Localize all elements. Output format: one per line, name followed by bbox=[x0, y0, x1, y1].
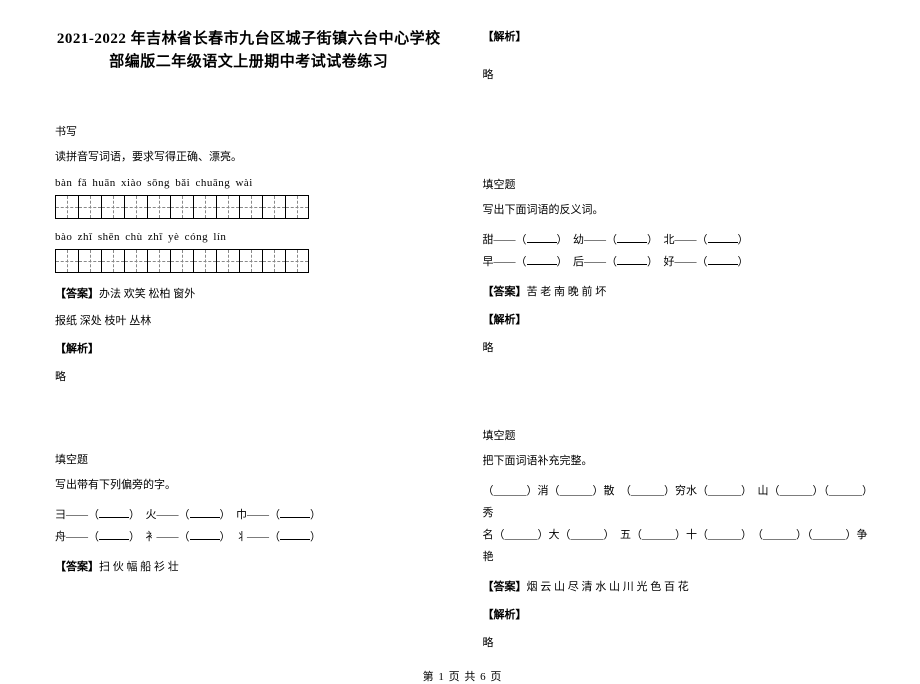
blank bbox=[190, 506, 220, 518]
section-4-line-2: 名（______）大（______） 五（______）十（______） （_… bbox=[483, 524, 871, 568]
page-footer: 第 1 页 共 6 页 bbox=[55, 662, 870, 684]
section-3-line-1: 甜——（） 幼——（） 北——（） bbox=[483, 229, 871, 251]
answer-label: 【答案】 bbox=[483, 286, 527, 298]
title-line-2: 部编版二年级语文上册期中考试试卷练习 bbox=[55, 51, 443, 74]
blank bbox=[617, 231, 647, 243]
grid-cell bbox=[147, 195, 171, 219]
section-2-line-2: 舟——（） 衤——（） 丬——（） bbox=[55, 526, 443, 548]
jiexi-label-4: 【解析】 bbox=[483, 606, 871, 626]
grid-cell bbox=[262, 195, 286, 219]
grid-cell bbox=[216, 249, 240, 273]
answer-text: 办法 欢笑 松柏 窗外 bbox=[99, 288, 195, 300]
blank bbox=[99, 528, 129, 540]
answer-label: 【答案】 bbox=[483, 581, 527, 593]
section-4-instruction: 把下面词语补充完整。 bbox=[483, 453, 871, 471]
blank bbox=[527, 231, 557, 243]
section-1-label: 书写 bbox=[55, 123, 443, 139]
grid-cell bbox=[262, 249, 286, 273]
blank bbox=[708, 253, 738, 265]
section-3-answer: 【答案】苦 老 南 晚 前 坏 bbox=[483, 283, 871, 303]
blank bbox=[527, 253, 557, 265]
jiexi-label-1: 【解析】 bbox=[55, 340, 443, 360]
grid-cell bbox=[78, 249, 102, 273]
section-1-answer-2: 报纸 深处 枝叶 丛林 bbox=[55, 312, 443, 332]
blank bbox=[190, 528, 220, 540]
right-column: 【解析】 略 填空题 写出下面词语的反义词。 甜——（） 幼——（） 北——（）… bbox=[483, 28, 871, 662]
section-4-line-1: （______）消（______）散 （______）穷水（______） 山（… bbox=[483, 480, 871, 524]
section-3-instruction: 写出下面词语的反义词。 bbox=[483, 202, 871, 220]
blank bbox=[99, 506, 129, 518]
pinyin-row-2: bào zhǐ shēn chù zhī yè cóng lín bbox=[55, 231, 443, 243]
answer-label: 【答案】 bbox=[55, 561, 99, 573]
grid-cell bbox=[101, 195, 125, 219]
lue-1: 略 bbox=[55, 368, 443, 388]
grid-cell bbox=[170, 195, 194, 219]
jiexi-top: 【解析】 bbox=[483, 28, 871, 48]
grid-cell bbox=[216, 195, 240, 219]
section-1-instruction: 读拼音写词语，要求写得正确、漂亮。 bbox=[55, 149, 443, 167]
section-2-instruction: 写出带有下列偏旁的字。 bbox=[55, 477, 443, 495]
grid-cell bbox=[170, 249, 194, 273]
section-4-answer: 【答案】烟 云 山 尽 清 水 山 川 光 色 百 花 bbox=[483, 578, 871, 598]
grid-cell bbox=[124, 195, 148, 219]
lue-3: 略 bbox=[483, 339, 871, 359]
grid-row-2 bbox=[55, 249, 443, 273]
blank bbox=[708, 231, 738, 243]
grid-cell bbox=[147, 249, 171, 273]
grid-cell bbox=[239, 195, 263, 219]
title-line-1: 2021-2022 年吉林省长春市九台区城子街镇六台中心学校 bbox=[55, 28, 443, 51]
grid-cell bbox=[101, 249, 125, 273]
section-2-line-1: 彐——（） 火——（） 巾——（） bbox=[55, 504, 443, 526]
grid-cell bbox=[193, 249, 217, 273]
lue-top: 略 bbox=[483, 66, 871, 86]
grid-cell bbox=[55, 249, 79, 273]
grid-cell bbox=[78, 195, 102, 219]
answer-text: 烟 云 山 尽 清 水 山 川 光 色 百 花 bbox=[527, 581, 689, 593]
grid-cell bbox=[285, 195, 309, 219]
grid-cell bbox=[55, 195, 79, 219]
blank bbox=[617, 253, 647, 265]
grid-row-1 bbox=[55, 195, 443, 219]
grid-cell bbox=[193, 195, 217, 219]
section-1-answer: 【答案】办法 欢笑 松柏 窗外 bbox=[55, 285, 443, 305]
answer-text: 扫 伙 幅 船 衫 壮 bbox=[99, 561, 179, 573]
section-3-line-2: 早——（） 后——（） 好——（） bbox=[483, 251, 871, 273]
blank bbox=[280, 506, 310, 518]
grid-cell bbox=[124, 249, 148, 273]
section-2-answer: 【答案】扫 伙 幅 船 衫 壮 bbox=[55, 558, 443, 578]
grid-cell bbox=[285, 249, 309, 273]
pinyin-row-1: bàn fǎ huān xiào sōng bǎi chuāng wài bbox=[55, 177, 443, 189]
left-column: 2021-2022 年吉林省长春市九台区城子街镇六台中心学校 部编版二年级语文上… bbox=[55, 28, 443, 662]
grid-cell bbox=[239, 249, 263, 273]
answer-text: 苦 老 南 晚 前 坏 bbox=[527, 286, 607, 298]
section-3-label: 填空题 bbox=[483, 176, 871, 192]
section-4-label: 填空题 bbox=[483, 427, 871, 443]
answer-label: 【答案】 bbox=[55, 288, 99, 300]
blank bbox=[280, 528, 310, 540]
jiexi-label-3: 【解析】 bbox=[483, 311, 871, 331]
section-2-label: 填空题 bbox=[55, 451, 443, 467]
title-block: 2021-2022 年吉林省长春市九台区城子街镇六台中心学校 部编版二年级语文上… bbox=[55, 28, 443, 73]
